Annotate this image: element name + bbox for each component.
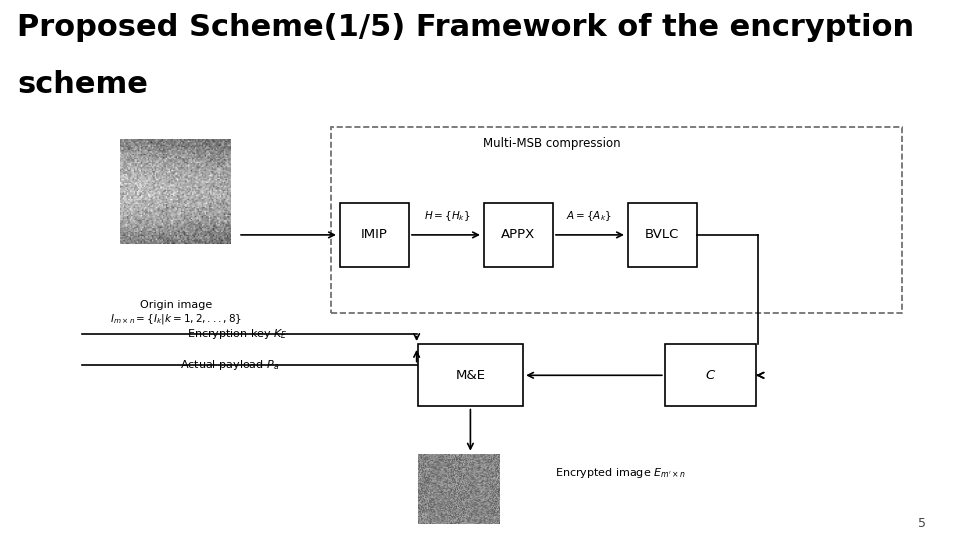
Text: scheme: scheme — [17, 70, 148, 99]
Text: APPX: APPX — [501, 228, 536, 241]
Bar — [628, 202, 697, 267]
Text: $I_{m\times n} = \{I_k|k=1,2,...,8\}$: $I_{m\times n} = \{I_k|k=1,2,...,8\}$ — [109, 312, 242, 326]
Text: Actual payload $P_a$: Actual payload $P_a$ — [180, 357, 279, 372]
Text: M&E: M&E — [455, 369, 486, 382]
Text: Encryption key $K_E$: Encryption key $K_E$ — [187, 327, 288, 341]
Text: BVLC: BVLC — [645, 228, 680, 241]
Bar — [664, 345, 756, 406]
Text: Encrypted image $E_{m^{\prime}\times n}$: Encrypted image $E_{m^{\prime}\times n}$ — [555, 465, 685, 480]
Text: $H = \{H_k\}$: $H = \{H_k\}$ — [424, 209, 470, 223]
Text: Origin image: Origin image — [139, 300, 212, 310]
Text: IMIP: IMIP — [361, 228, 388, 241]
Text: Proposed Scheme(1/5) Framework of the encryption: Proposed Scheme(1/5) Framework of the en… — [17, 14, 915, 43]
Text: $A = \{A_k\}$: $A = \{A_k\}$ — [566, 209, 612, 223]
Text: 5: 5 — [919, 517, 926, 530]
Text: C: C — [706, 369, 715, 382]
Text: Multi-MSB compression: Multi-MSB compression — [483, 137, 621, 150]
Bar — [484, 202, 553, 267]
Bar — [331, 127, 902, 313]
Bar — [418, 345, 523, 406]
Bar — [340, 202, 409, 267]
